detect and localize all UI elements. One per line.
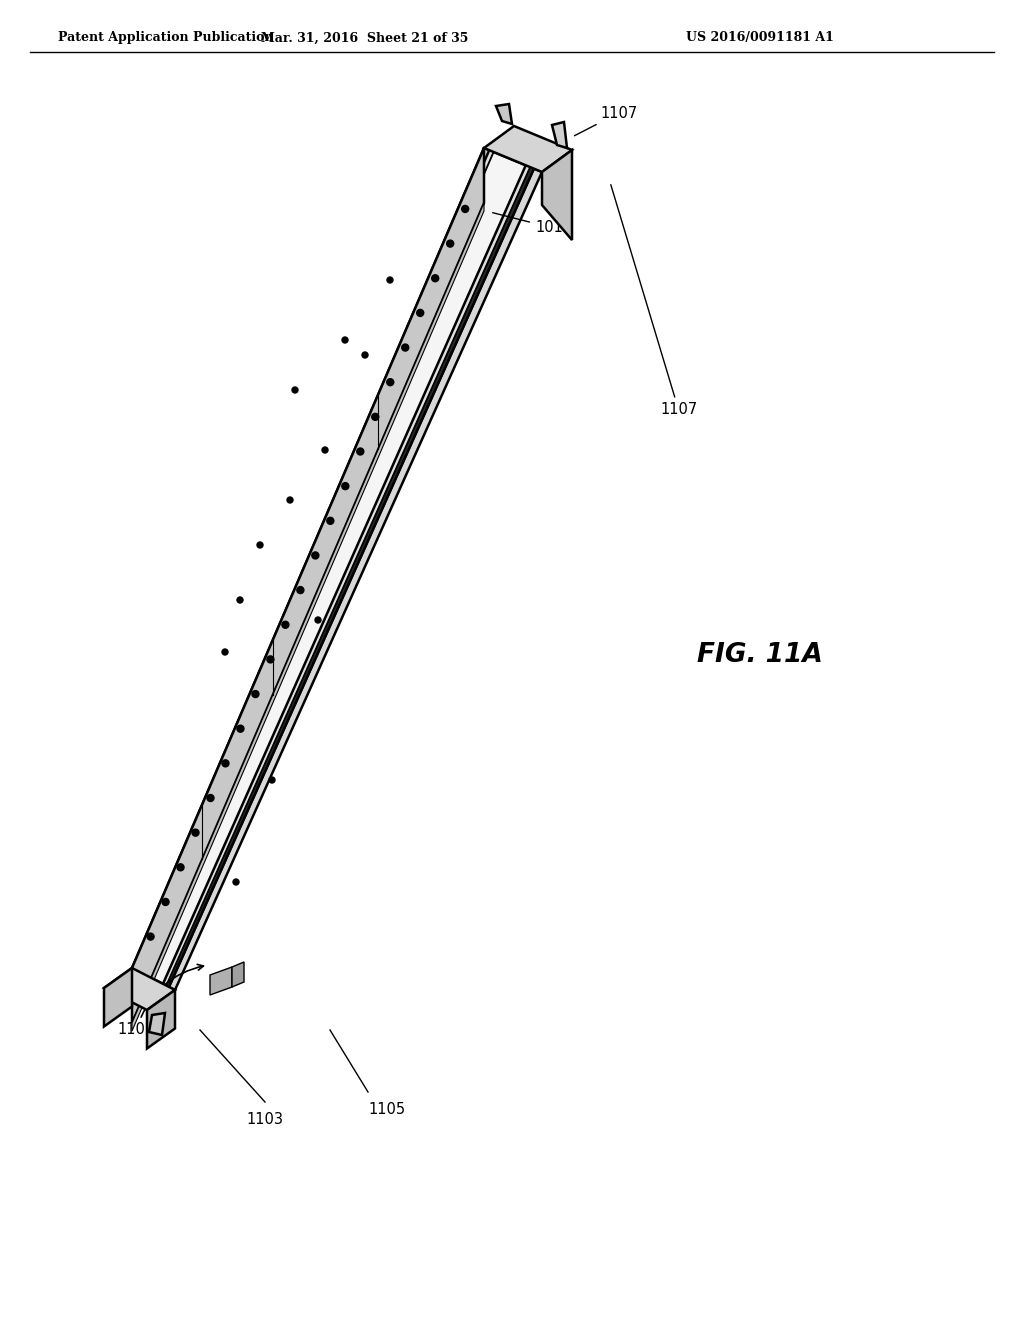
Circle shape <box>177 863 184 871</box>
Polygon shape <box>132 203 484 1031</box>
Circle shape <box>327 517 334 524</box>
Circle shape <box>401 345 409 351</box>
Text: US 2016/0091181 A1: US 2016/0091181 A1 <box>686 32 834 45</box>
Polygon shape <box>496 104 512 124</box>
Circle shape <box>233 879 239 884</box>
Text: Mar. 31, 2016  Sheet 21 of 35: Mar. 31, 2016 Sheet 21 of 35 <box>261 32 469 45</box>
Circle shape <box>387 379 394 385</box>
Circle shape <box>252 690 259 697</box>
Circle shape <box>269 777 275 783</box>
Circle shape <box>432 275 438 281</box>
Polygon shape <box>150 1012 165 1035</box>
Text: 1101: 1101 <box>118 965 204 1038</box>
Circle shape <box>462 206 469 213</box>
Circle shape <box>292 387 298 393</box>
Text: 101: 101 <box>493 213 563 235</box>
Circle shape <box>297 586 304 594</box>
Circle shape <box>362 352 368 358</box>
Circle shape <box>222 760 229 767</box>
Text: 1107: 1107 <box>574 106 637 136</box>
Circle shape <box>342 337 348 343</box>
Polygon shape <box>136 150 494 972</box>
Polygon shape <box>147 990 175 1048</box>
Circle shape <box>147 933 154 940</box>
Circle shape <box>257 543 263 548</box>
Circle shape <box>342 483 349 490</box>
Circle shape <box>356 447 364 455</box>
Polygon shape <box>484 125 572 172</box>
Circle shape <box>162 899 169 906</box>
Circle shape <box>222 649 228 655</box>
Circle shape <box>322 447 328 453</box>
Polygon shape <box>139 152 525 983</box>
Circle shape <box>372 413 379 420</box>
Circle shape <box>315 616 321 623</box>
Polygon shape <box>132 148 484 1023</box>
Polygon shape <box>232 962 244 987</box>
Polygon shape <box>169 169 542 990</box>
Text: 1107: 1107 <box>610 185 697 417</box>
Circle shape <box>387 277 393 282</box>
Polygon shape <box>210 968 232 995</box>
Polygon shape <box>104 968 175 1010</box>
Circle shape <box>193 829 199 836</box>
Polygon shape <box>163 165 529 985</box>
Polygon shape <box>132 148 489 970</box>
Circle shape <box>282 622 289 628</box>
Text: 1105: 1105 <box>368 1102 406 1117</box>
Polygon shape <box>542 150 572 240</box>
Text: FIG. 11A: FIG. 11A <box>697 642 823 668</box>
Polygon shape <box>166 166 534 987</box>
Circle shape <box>312 552 318 558</box>
Circle shape <box>267 656 273 663</box>
Circle shape <box>207 795 214 801</box>
Circle shape <box>287 498 293 503</box>
Text: 1103: 1103 <box>247 1111 284 1127</box>
Circle shape <box>237 725 244 733</box>
Circle shape <box>446 240 454 247</box>
Polygon shape <box>552 121 567 148</box>
Polygon shape <box>104 968 132 1027</box>
Text: Patent Application Publication: Patent Application Publication <box>58 32 273 45</box>
Circle shape <box>237 597 243 603</box>
Circle shape <box>417 309 424 317</box>
